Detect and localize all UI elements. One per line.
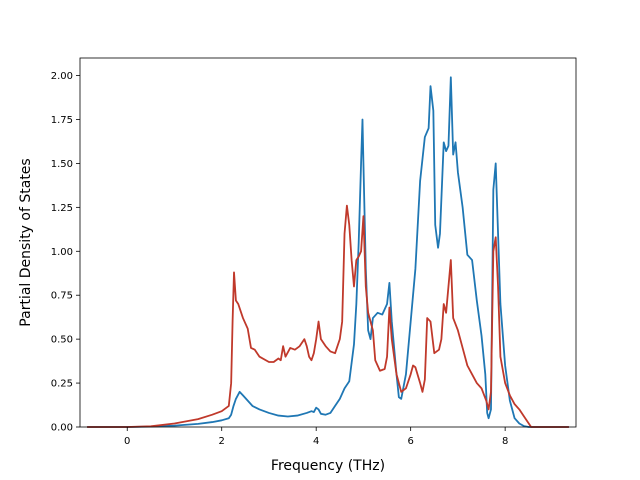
x-axis-label: Frequency (THz)	[271, 458, 385, 474]
x-tick-label: 6	[407, 436, 413, 447]
x-tick-label: 4	[313, 436, 319, 447]
series-layer	[87, 76, 569, 428]
y-tick-label: 1.25	[51, 203, 73, 214]
y-tick-label: 1.00	[51, 247, 73, 258]
tick-layer: 0 2 4 6 8 0.00 0.25 0.50 0.75 1.00 1.25 1.50 1.75 2.0…	[51, 71, 509, 447]
y-axis-label: Partial Density of States	[18, 158, 34, 326]
x-tick-label: 0	[124, 436, 130, 447]
series-line-1	[87, 76, 569, 428]
plot-frame	[79, 57, 577, 428]
y-tick-label: 0.00	[51, 423, 73, 434]
series-line-2	[87, 204, 569, 428]
y-tick-label: 0.50	[51, 335, 73, 346]
y-tick-label: 0.75	[51, 291, 73, 302]
y-tick-label: 1.50	[51, 159, 73, 170]
x-tick-label: 8	[502, 436, 508, 447]
y-tick-label: 2.00	[51, 71, 73, 82]
x-tick-label: 2	[219, 436, 225, 447]
y-tick-label: 0.25	[51, 379, 73, 390]
y-tick-label: 1.75	[51, 115, 73, 126]
